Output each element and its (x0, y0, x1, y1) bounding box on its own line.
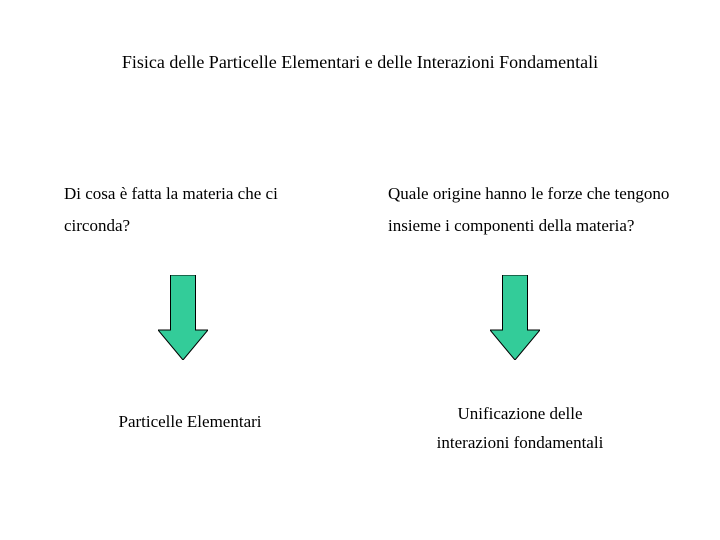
answer-right: Unificazione delle interazioni fondament… (420, 400, 620, 458)
question-left: Di cosa è fatta la materia che ci circon… (64, 178, 324, 243)
page-title: Fisica delle Particelle Elementari e del… (0, 52, 720, 73)
arrow-down-icon (158, 275, 208, 360)
question-right: Quale origine hanno le forze che tengono… (388, 178, 698, 243)
answer-right-line2: interazioni fondamentali (437, 433, 604, 452)
arrow-down-icon (490, 275, 540, 360)
answer-left: Particelle Elementari (90, 412, 290, 432)
answer-right-line1: Unificazione delle (457, 404, 582, 423)
